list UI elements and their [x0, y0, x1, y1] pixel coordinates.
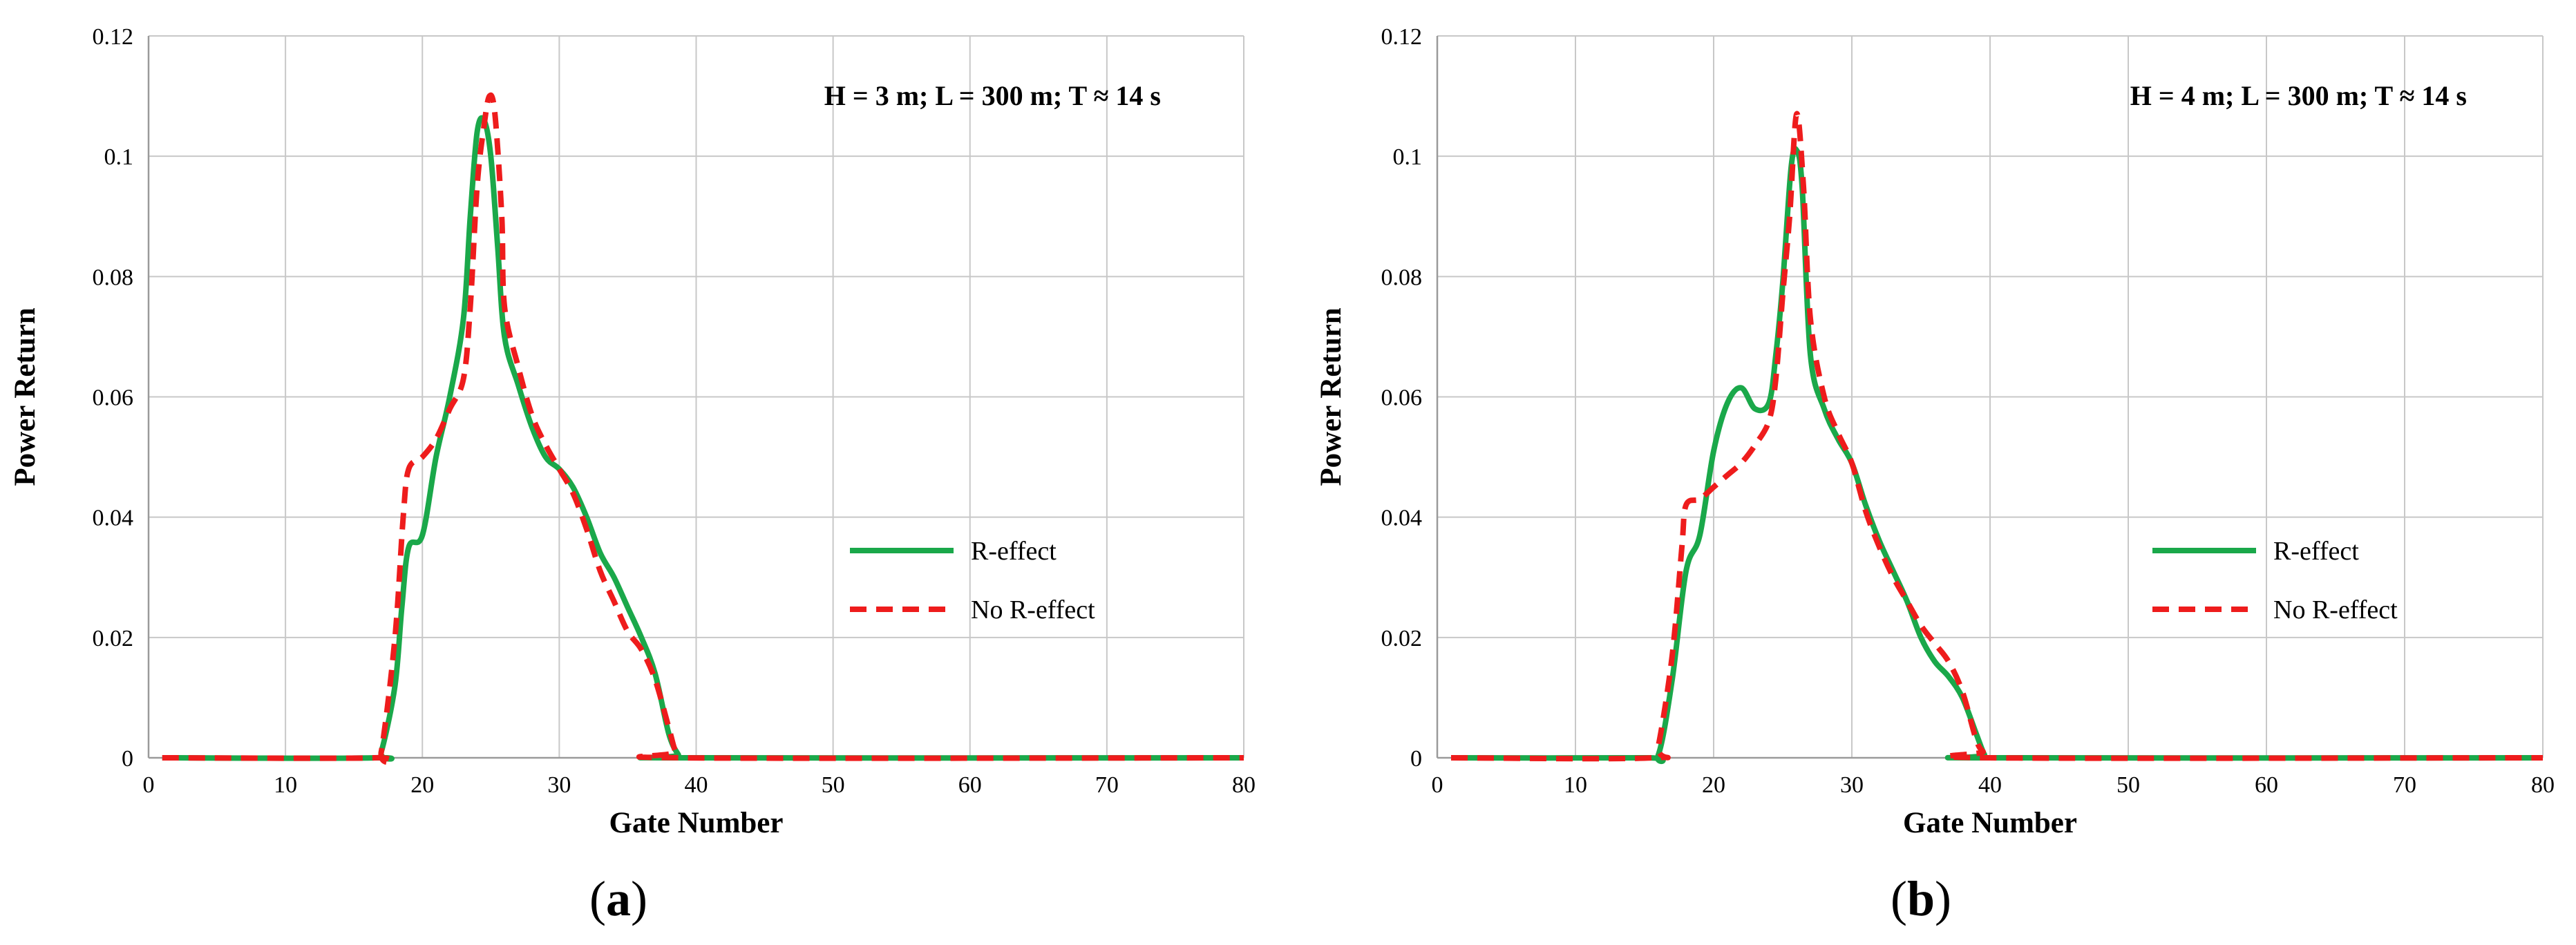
chart-annotation: H = 3 m; L = 300 m; T ≈ 14 s [824, 80, 1161, 111]
series-line-r-effect [162, 115, 1244, 762]
x-tick-label: 0 [143, 772, 155, 798]
y-tick-label: 0.06 [93, 385, 134, 411]
y-tick-label: 0.08 [93, 265, 134, 290]
x-tick-label: 40 [685, 772, 708, 798]
x-tick-label: 20 [410, 772, 434, 798]
panel-label: (b) [1891, 871, 1951, 926]
x-tick-label: 30 [1840, 772, 1864, 798]
x-axis-label: Gate Number [1903, 807, 2077, 839]
x-tick-label: 40 [1978, 772, 2002, 798]
y-tick-label: 0.1 [104, 144, 134, 170]
x-tick-label: 30 [547, 772, 571, 798]
y-tick-label: 0.08 [1381, 265, 1423, 290]
legend-label: R-effect [971, 537, 1057, 566]
y-axis-label: Power Return [9, 307, 41, 486]
x-tick-label: 70 [2393, 772, 2416, 798]
legend-label: No R-effect [971, 595, 1095, 624]
y-tick-label: 0.02 [93, 626, 134, 651]
y-tick-label: 0.04 [1381, 506, 1423, 531]
y-tick-label: 0.12 [1381, 24, 1423, 50]
x-tick-label: 0 [1432, 772, 1443, 798]
x-axis-label: Gate Number [609, 807, 784, 839]
y-tick-label: 0.12 [93, 24, 134, 50]
x-tick-label: 50 [2116, 772, 2140, 798]
y-tick-label: 0.1 [1393, 144, 1423, 170]
y-tick-label: 0.04 [93, 506, 134, 531]
x-tick-label: 80 [1232, 772, 1256, 798]
series-line-no-r-effect [162, 92, 1244, 765]
x-tick-label: 60 [2255, 772, 2278, 798]
y-tick-label: 0 [122, 746, 133, 772]
y-tick-label: 0.06 [1381, 385, 1423, 411]
chart-annotation: H = 4 m; L = 300 m; T ≈ 14 s [2130, 80, 2467, 111]
legend-label: No R-effect [2273, 595, 2398, 624]
chart-panel-b: 0 10 20 30 40 50 60 70 80 0 0.02 0.04 0.06 0.08 0.1 0.1… [1315, 24, 2555, 926]
y-tick-label: 0.02 [1381, 626, 1423, 651]
x-tick-label: 80 [2531, 772, 2555, 798]
legend-label: R-effect [2273, 537, 2359, 566]
chart-panel-a: 0 10 20 30 40 50 60 70 80 0 0.02 0.04 0.06 0.08 0.1 0.1… [9, 24, 1256, 926]
x-tick-label: 70 [1095, 772, 1119, 798]
series-line-r-effect [1450, 146, 2544, 765]
x-tick-label: 10 [274, 772, 297, 798]
x-tick-label: 60 [958, 772, 982, 798]
x-tick-label: 50 [822, 772, 845, 798]
series-line-no-r-effect [1450, 111, 2544, 762]
panel-label: (a) [589, 871, 647, 926]
y-axis-label: Power Return [1315, 307, 1347, 486]
x-tick-label: 20 [1702, 772, 1725, 798]
y-tick-label: 0 [1410, 746, 1422, 772]
x-tick-label: 10 [1564, 772, 1587, 798]
